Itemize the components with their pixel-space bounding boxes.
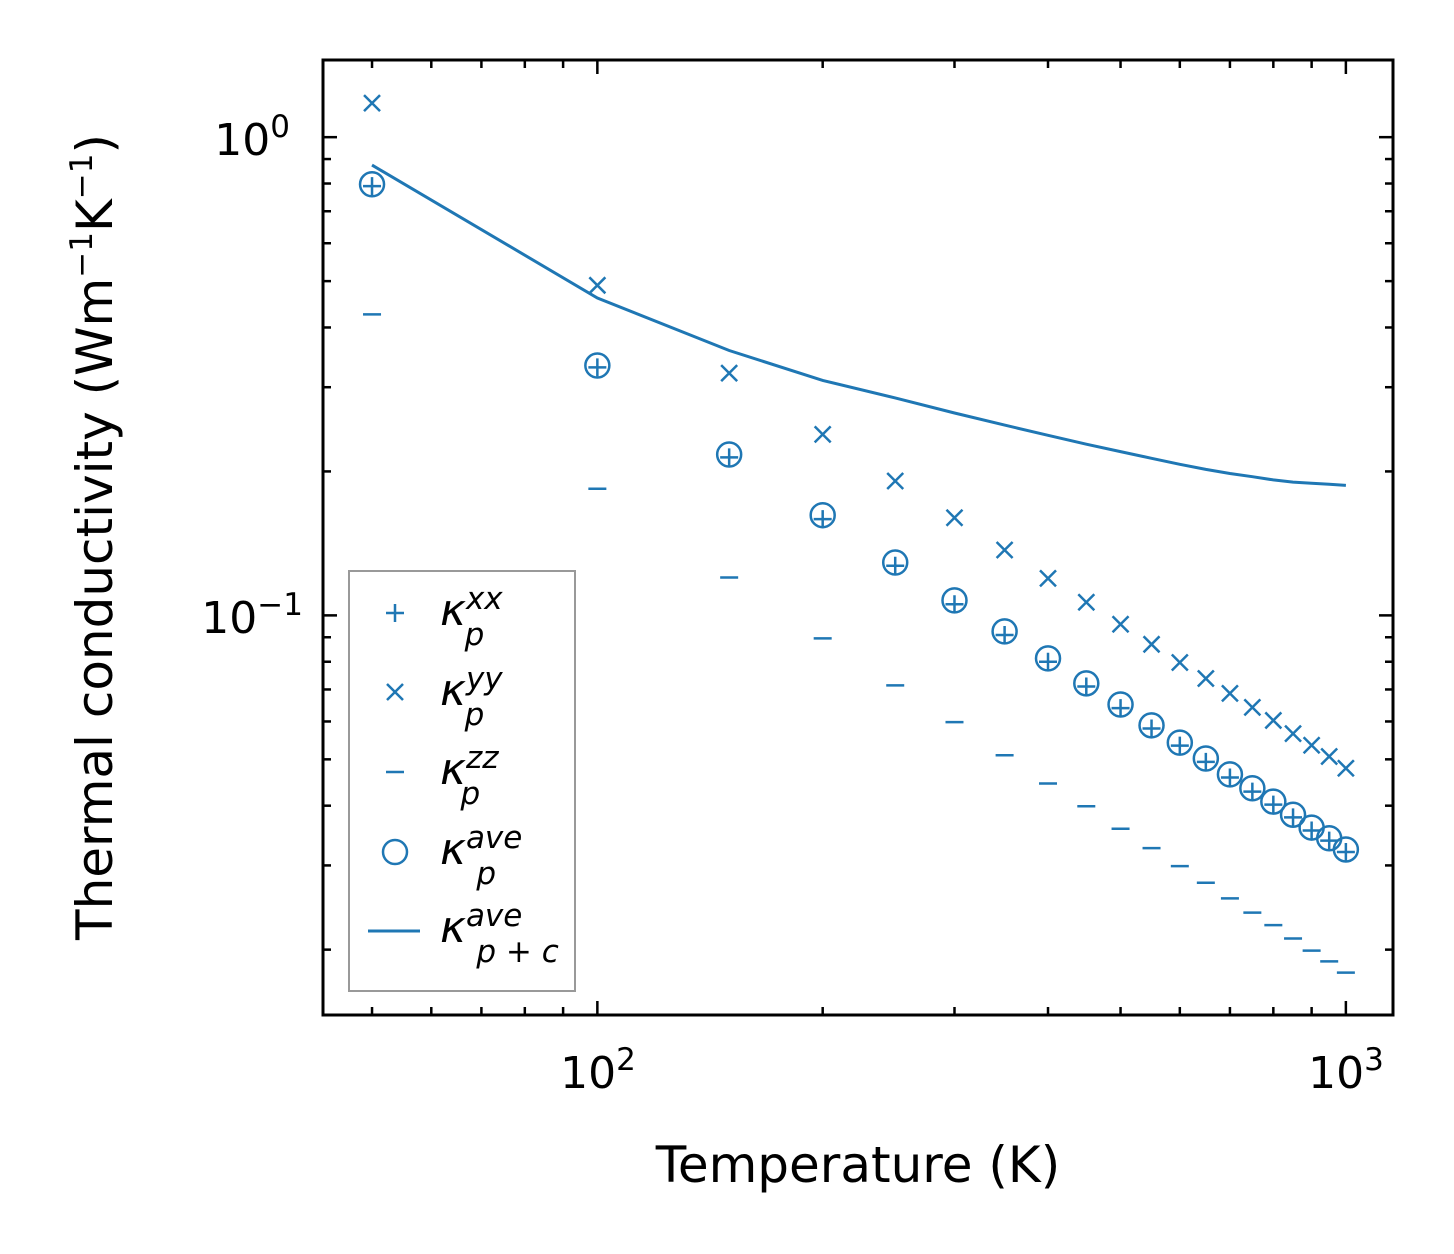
data-point-x xyxy=(588,276,607,295)
data-point-x xyxy=(1039,569,1057,588)
data-point-plus xyxy=(1320,831,1339,850)
data-point-circle xyxy=(881,549,909,576)
data-point-x xyxy=(1142,635,1161,654)
y-axis-label: Thermal conductivity (Wm−1K−1) xyxy=(64,134,124,941)
data-point-plus xyxy=(1220,768,1239,787)
data-point-plus xyxy=(1302,821,1321,840)
legend-circle-icon xyxy=(381,838,409,866)
data-point-circle xyxy=(1034,645,1062,672)
legend-label-ave-pc: κave p + c xyxy=(440,898,559,970)
data-point-circle xyxy=(1107,691,1134,718)
data-point-circle xyxy=(1073,670,1100,697)
data-point-x xyxy=(1111,615,1130,634)
legend-label-yy: κyy p xyxy=(440,661,503,733)
data-point-x xyxy=(1196,669,1215,688)
data-point-circle xyxy=(1279,801,1307,828)
data-point-plus xyxy=(1170,736,1189,755)
x-axis-label: Temperature (K) xyxy=(655,1136,1060,1194)
series-hline xyxy=(363,313,1355,974)
data-point-plus xyxy=(945,595,964,614)
series-plus xyxy=(363,177,1355,862)
data-point-circle xyxy=(941,587,968,614)
data-point-x xyxy=(1264,711,1283,730)
plot-frame xyxy=(321,58,1395,1017)
data-point-circle xyxy=(1192,745,1220,772)
data-point-x xyxy=(1221,684,1239,703)
data-point-x xyxy=(1302,736,1321,755)
data-point-circle xyxy=(584,352,611,379)
legend-x-icon xyxy=(386,683,404,701)
data-point-plus xyxy=(1264,795,1283,814)
data-point-plus xyxy=(588,358,607,377)
series-circle xyxy=(358,171,1360,863)
series-x xyxy=(363,94,1355,778)
data-point-circle xyxy=(1260,788,1287,815)
data-point-circle xyxy=(358,171,386,198)
data-point-x xyxy=(886,472,905,490)
data-point-x xyxy=(1243,698,1262,717)
series-line xyxy=(371,163,1346,487)
legend-plus-icon xyxy=(386,604,404,622)
y-tick-label-0.1: 10−1 xyxy=(201,587,303,644)
x-tick-label-100: 102 xyxy=(560,1042,636,1099)
data-point-x xyxy=(1077,593,1096,612)
data-point-plus xyxy=(1142,719,1161,738)
data-point-plus xyxy=(1039,652,1058,671)
data-point-x xyxy=(1170,653,1189,672)
data-point-x xyxy=(995,541,1014,559)
data-point-circle xyxy=(1332,836,1360,863)
legend-label-xx: κxx p xyxy=(440,581,503,653)
data-point-x xyxy=(1320,747,1339,766)
data-point-x xyxy=(1284,724,1302,743)
y-tick-label-1: 100 xyxy=(214,109,290,166)
legend-box xyxy=(348,570,576,992)
data-point-plus xyxy=(1111,699,1130,718)
data-point-x xyxy=(363,94,381,113)
data-point-plus xyxy=(1196,752,1215,771)
data-point-plus xyxy=(995,625,1014,644)
data-point-plus xyxy=(886,556,905,575)
data-point-circle xyxy=(991,618,1018,645)
data-point-x xyxy=(945,508,964,527)
data-point-plus xyxy=(1243,782,1262,801)
data-marks xyxy=(358,94,1360,974)
data-point-plus xyxy=(1336,843,1355,862)
data-point-circle xyxy=(1216,761,1244,788)
legend-label-ave: κave p xyxy=(440,820,522,892)
x-tick-label-1000: 103 xyxy=(1308,1042,1384,1099)
data-point-plus xyxy=(363,177,382,196)
data-point-plus xyxy=(1284,808,1303,827)
series-line xyxy=(371,163,1346,487)
data-point-x xyxy=(1336,759,1355,778)
data-point-plus xyxy=(720,448,739,467)
data-point-circle xyxy=(1166,729,1194,756)
data-point-plus xyxy=(813,510,832,529)
data-point-circle xyxy=(809,501,836,529)
data-point-circle xyxy=(715,441,743,468)
data-point-x xyxy=(813,425,832,444)
data-point-circle xyxy=(1239,775,1266,802)
legend: κxx p κyy p κzz p κave p κave p + c xyxy=(348,570,576,992)
legend-label-zz: κzz p xyxy=(440,740,499,812)
data-point-circle xyxy=(1138,712,1165,739)
data-point-x xyxy=(720,364,739,383)
data-point-plus xyxy=(1077,677,1096,696)
